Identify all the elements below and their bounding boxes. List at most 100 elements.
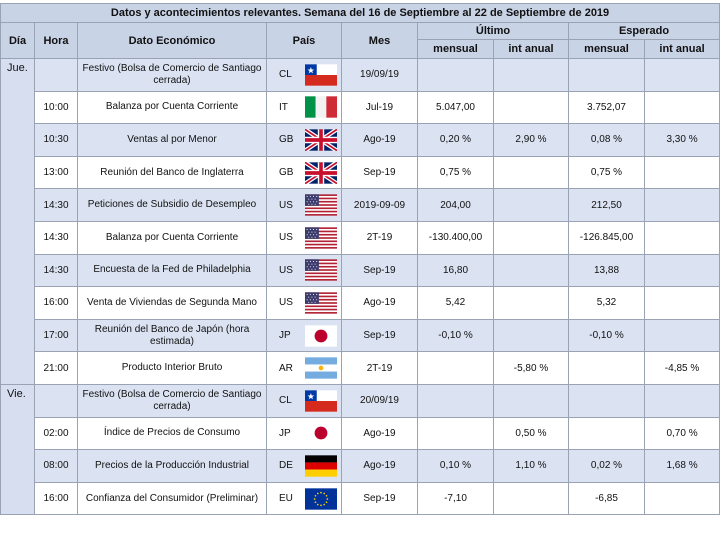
esperado-int-anual-cell: -4,85 % (643, 351, 721, 385)
header-hora: Hora (34, 22, 78, 59)
country-code: DE (279, 460, 293, 472)
country-code: JP (279, 427, 291, 439)
esperado-mensual-cell: 3.752,07 (568, 90, 645, 125)
mes-cell: Sep-19 (341, 481, 418, 516)
usa-flag-icon (305, 194, 337, 216)
ultimo-int-anual-cell (493, 220, 569, 255)
ultimo-int-anual-cell: 1,10 % (493, 449, 569, 483)
mes-cell: 20/09/19 (341, 383, 418, 418)
table-row: 02:00 Índice de Precios de Consumo JP Ago-1… (1, 416, 721, 451)
ultimo-int-anual-cell (493, 481, 569, 516)
header-dia: Día (0, 22, 35, 59)
dato-cell: Reunión del Banco de Japón (hora estimad… (77, 318, 267, 353)
mes-cell: Ago-19 (341, 449, 418, 483)
header-dato: Dato Económico (77, 22, 267, 59)
ultimo-mensual-cell: -0,10 % (417, 318, 494, 353)
ultimo-mensual-cell: 0,10 % (417, 449, 494, 483)
table-row: 14:30 Peticiones de Subsidio de Desempleo… (1, 188, 721, 222)
hora-cell: 13:00 (34, 155, 78, 190)
ultimo-mensual-cell: -7,10 (417, 481, 494, 516)
ultimo-mensual-cell: -130.400,00 (417, 220, 494, 255)
japan-flag-icon (305, 324, 337, 347)
dato-cell: Precios de la Producción Industrial (77, 449, 267, 483)
pais-cell: CL (266, 58, 342, 92)
pais-cell: US (266, 188, 342, 222)
ultimo-int-anual-cell (493, 286, 569, 320)
ultimo-int-anual-cell: 2,90 % (493, 123, 569, 157)
pais-cell: GB (266, 123, 342, 157)
mes-cell: Sep-19 (341, 318, 418, 353)
pais-cell: DE (266, 449, 342, 483)
esperado-mensual-cell: 5,32 (568, 286, 645, 320)
ultimo-mensual-cell: 0,20 % (417, 123, 494, 157)
esperado-int-anual-cell (643, 188, 721, 222)
pais-cell: US (266, 286, 342, 320)
country-code: GB (279, 134, 294, 146)
header-mes: Mes (341, 22, 418, 59)
hora-cell: 17:00 (34, 318, 78, 353)
esperado-int-anual-cell (643, 481, 721, 516)
esperado-int-anual-cell: 0,70 % (643, 416, 721, 451)
ultimo-mensual-cell: 16,80 (417, 253, 494, 288)
chile-flag-icon (305, 64, 337, 86)
table-row: 08:00 Precios de la Producción Industrial… (1, 449, 721, 483)
ultimo-int-anual-cell (493, 383, 569, 418)
ultimo-mensual-cell: 5,42 (417, 286, 494, 320)
ultimo-int-anual-cell (493, 58, 569, 92)
table-row: 16:00 Venta de Viviendas de Segunda Mano U… (1, 286, 721, 320)
table-body: Jue. Festivo (Bolsa de Comercio de Santia… (0, 58, 721, 516)
hora-cell: 10:30 (34, 123, 78, 157)
country-code: AR (279, 362, 293, 374)
ultimo-mensual-cell: 0,75 % (417, 155, 494, 190)
hora-cell (34, 383, 78, 418)
uk-flag-icon (305, 161, 337, 184)
mes-cell: Sep-19 (341, 253, 418, 288)
ultimo-mensual-cell: 204,00 (417, 188, 494, 222)
esperado-mensual-cell: 0,02 % (568, 449, 645, 483)
usa-flag-icon (305, 259, 337, 282)
hora-cell: 02:00 (34, 416, 78, 451)
pais-cell: US (266, 253, 342, 288)
esperado-int-anual-cell (643, 155, 721, 190)
dato-cell: Peticiones de Subsidio de Desempleo (77, 188, 267, 222)
table-row: Vie. Festivo (Bolsa de Comercio de Santia… (0, 383, 721, 516)
table-row: 17:00 Reunión del Banco de Japón (hora es… (1, 318, 721, 353)
hora-cell: 14:30 (34, 188, 78, 222)
ultimo-mensual-cell: 5.047,00 (417, 90, 494, 125)
country-code: US (279, 232, 293, 244)
table-row: 14:30 Balanza por Cuenta Corriente US 2T-19… (1, 220, 721, 255)
dato-cell: Ventas al por Menor (77, 123, 267, 157)
esperado-int-anual-cell (643, 318, 721, 353)
dato-cell: Venta de Viviendas de Segunda Mano (77, 286, 267, 320)
ultimo-mensual-cell (417, 383, 494, 418)
pais-cell: IT (266, 90, 342, 125)
pais-cell: US (266, 220, 342, 255)
ultimo-int-anual-cell: -5,80 % (493, 351, 569, 385)
dato-cell: Festivo (Bolsa de Comercio de Santiago c… (77, 383, 267, 418)
economic-calendar-table: Datos y acontecimientos relevantes. Sema… (0, 3, 721, 516)
mes-cell: Ago-19 (341, 123, 418, 157)
dato-cell: Festivo (Bolsa de Comercio de Santiago c… (77, 58, 267, 92)
ultimo-int-anual-cell (493, 253, 569, 288)
esperado-int-anual-cell (643, 383, 721, 418)
ultimo-mensual-cell (417, 416, 494, 451)
table-row: 10:30 Ventas al por Menor GB Ago-19 0,20 % 2,… (1, 123, 721, 157)
esperado-int-anual-cell (643, 90, 721, 125)
country-code: US (279, 199, 293, 211)
ultimo-mensual-cell (417, 58, 494, 92)
usa-flag-icon (305, 292, 337, 314)
pais-cell: JP (266, 416, 342, 451)
country-code: GB (279, 167, 294, 179)
mes-cell: 2019-09-09 (341, 188, 418, 222)
esperado-int-anual-cell: 3,30 % (643, 123, 721, 157)
country-code: US (279, 264, 293, 276)
dato-cell: Reunión del Banco de Inglaterra (77, 155, 267, 190)
hora-cell: 10:00 (34, 90, 78, 125)
dato-cell: Índice de Precios de Consumo (77, 416, 267, 451)
ultimo-int-anual-cell (493, 188, 569, 222)
dato-cell: Balanza por Cuenta Corriente (77, 90, 267, 125)
hora-cell: 08:00 (34, 449, 78, 483)
country-code: CL (279, 395, 292, 407)
mes-cell: Ago-19 (341, 416, 418, 451)
dato-cell: Producto Interior Bruto (77, 351, 267, 385)
